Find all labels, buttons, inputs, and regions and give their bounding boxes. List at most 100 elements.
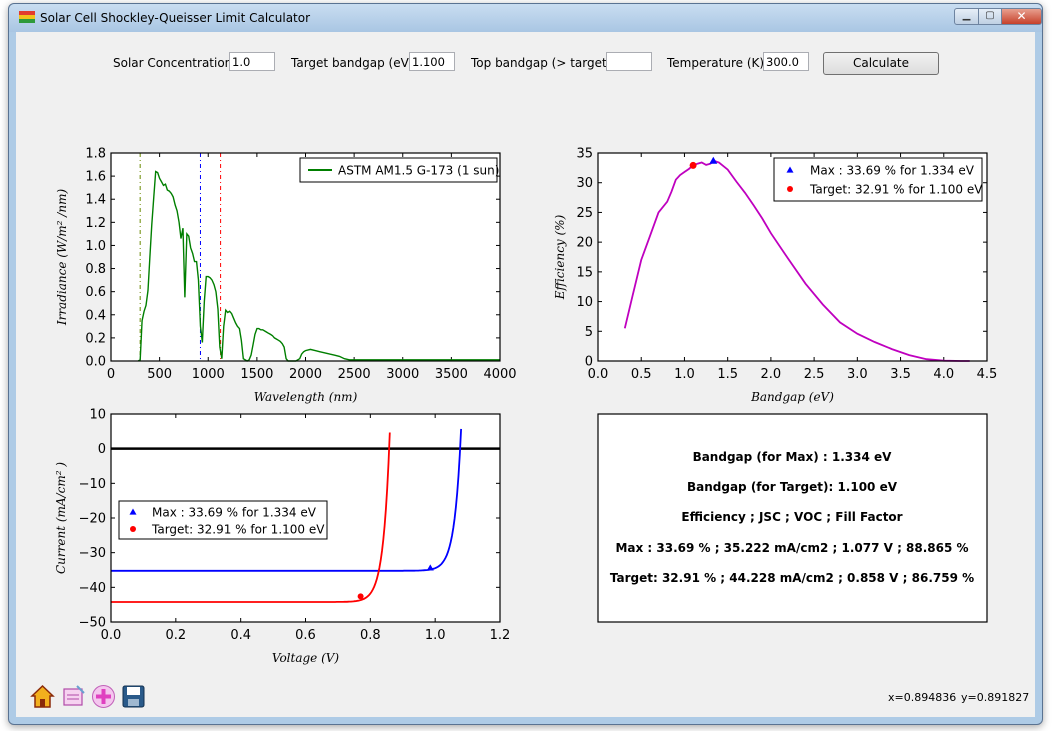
iv-plot: 0.0 0.2 0.4 0.6 0.8 1.0 1.2 10 0 −10 −20 −30 −40 −50 V… <box>54 408 510 666</box>
y-axis-label: Irradiance (W/m² /nm) <box>55 189 69 327</box>
x-tick-label: 2.0 <box>761 367 782 382</box>
target-bandgap-input[interactable] <box>409 52 455 71</box>
x-tick-label: 0.5 <box>631 367 652 382</box>
x-tick-label: 1.0 <box>674 367 695 382</box>
legend-max-marker <box>129 508 137 515</box>
max-power-marker <box>426 564 434 571</box>
title-bar[interactable]: Solar Cell Shockley-Queisser Limit Calcu… <box>9 4 1042 32</box>
x-tick-label: 3.5 <box>890 367 911 382</box>
legend-max-label: Max : 33.69 % for 1.334 eV <box>152 506 317 520</box>
y-tick-label: 0.0 <box>85 355 106 370</box>
efficiency-line <box>623 159 970 362</box>
info-line-target: Target: 32.91 % ; 44.228 mA/cm2 ; 0.858 … <box>610 571 974 585</box>
plot-frame <box>597 152 988 362</box>
info-frame <box>597 413 988 623</box>
save-icon[interactable] <box>120 683 147 710</box>
x-tick-label: 2500 <box>338 367 371 382</box>
y-tick-label: −20 <box>79 512 106 527</box>
target-bandgap-label: Target bandgap (eV): <box>291 56 418 70</box>
x-tick-label: 0.8 <box>360 628 381 643</box>
cursor-x-readout: x=0.894836 <box>888 691 957 704</box>
y-tick-label: 5 <box>585 325 593 340</box>
y-tick-label: 10 <box>89 408 106 423</box>
spectrum-line <box>137 170 500 362</box>
y-tick-label: 0 <box>585 355 593 370</box>
info-line-header: Efficiency ; JSC ; VOC ; Fill Factor <box>681 510 902 524</box>
legend-box <box>299 157 498 183</box>
concentration-input[interactable] <box>229 52 275 71</box>
info-line-bandgap-max: Bandgap (for Max) : 1.334 eV <box>693 450 893 464</box>
legend-target-label: Target: 32.91 % for 1.100 eV <box>151 523 325 537</box>
y-tick-label: 0.8 <box>85 262 106 277</box>
x-axis-label: Wavelength (nm) <box>254 390 358 404</box>
configure-subplots-icon[interactable] <box>60 683 87 710</box>
legend-target-marker <box>130 526 136 532</box>
x-tick-label: 1000 <box>192 367 225 382</box>
legend-max-label: Max : 33.69 % for 1.334 eV <box>810 164 975 178</box>
legend-label: ASTM AM1.5 G-173 (1 sun) <box>338 164 499 178</box>
legend-max-marker <box>786 166 794 173</box>
x-tick-label: 4.5 <box>977 367 998 382</box>
y-tick-label: 1.0 <box>85 239 106 254</box>
x-tick-label: 0.4 <box>230 628 251 643</box>
efficiency-plot: 0.0 0.5 1.0 1.5 2.0 2.5 3.0 3.5 4.0 4.5 0 5 10 15 20 25… <box>553 147 997 405</box>
y-tick-label: 25 <box>576 206 593 221</box>
x-tick-label: 500 <box>147 367 172 382</box>
target-point-marker <box>689 161 697 169</box>
max-iv-curve <box>111 428 462 572</box>
target-power-marker <box>357 593 364 600</box>
y-tick-label: 1.8 <box>85 147 106 162</box>
info-line-max: Max : 33.69 % ; 35.222 mA/cm2 ; 1.077 V … <box>615 541 968 555</box>
legend-box <box>118 500 328 540</box>
concentration-label: Solar Concentration: <box>113 56 237 70</box>
app-icon <box>19 11 35 23</box>
x-tick-label: 1.5 <box>717 367 738 382</box>
spectrum-plot: 0 500 1000 1500 2000 2500 3000 3500 4000 0.0 0.2 0.… <box>55 147 517 405</box>
x-tick-label: 2.5 <box>804 367 825 382</box>
x-tick-label: 4000 <box>483 367 516 382</box>
plot-area <box>111 153 500 361</box>
y-tick-label: 0.6 <box>85 285 106 300</box>
x-tick-label: 0 <box>107 367 115 382</box>
y-tick-label: 0 <box>98 442 106 457</box>
close-button[interactable]: ✕ <box>1001 8 1042 25</box>
y-tick-label: −10 <box>79 477 106 492</box>
x-tick-label: 1.2 <box>490 628 511 643</box>
legend-target-marker <box>787 186 793 192</box>
home-icon[interactable] <box>29 683 56 710</box>
plot-frame <box>110 152 501 362</box>
y-tick-label: 30 <box>576 176 593 191</box>
target-iv-curve <box>111 432 391 603</box>
y-tick-label: −50 <box>79 616 106 631</box>
x-tick-label: 3.0 <box>847 367 868 382</box>
figure-canvas[interactable]: 0 500 1000 1500 2000 2500 30 0 0 3500 4000 0.0 0.2 0.… <box>16 92 1035 707</box>
x-tick-label: 3500 <box>435 367 468 382</box>
legend-box <box>773 157 983 202</box>
cursor-y-readout: y=0.891827 <box>961 691 1030 704</box>
x-tick-label: 4.0 <box>933 367 954 382</box>
x-tick-label: 0.0 <box>588 367 609 382</box>
y-tick-label: 15 <box>576 265 593 280</box>
plot-frame <box>110 413 501 623</box>
window-title: Solar Cell Shockley-Queisser Limit Calcu… <box>40 11 311 25</box>
maximize-button[interactable]: ▢ <box>978 8 1002 25</box>
temperature-label: Temperature (K): <box>667 56 769 70</box>
y-tick-label: 0.4 <box>85 308 106 323</box>
y-tick-label: 1.4 <box>85 193 106 208</box>
max-point-marker <box>709 156 718 164</box>
top-bandgap-input[interactable] <box>606 52 652 71</box>
pan-icon[interactable] <box>90 683 117 710</box>
minimize-button[interactable]: ▁ <box>954 8 979 25</box>
app-window: Solar Cell Shockley-Queisser Limit Calcu… <box>8 3 1043 725</box>
y-axis-label: Current (mA/cm² ) <box>54 462 68 574</box>
x-tick-label: 0.2 <box>165 628 186 643</box>
legend-target-label: Target: 32.91 % for 1.100 eV <box>809 183 983 197</box>
y-tick-label: 1.6 <box>85 170 106 185</box>
x-tick-label: 1500 <box>240 367 273 382</box>
x-tick-label: 0.6 <box>295 628 316 643</box>
y-tick-label: 20 <box>576 236 593 251</box>
temperature-input[interactable] <box>763 52 809 71</box>
x-tick-label: 1.0 <box>425 628 446 643</box>
calculate-button[interactable]: Calculate <box>823 52 939 75</box>
x-tick-label: 2000 <box>289 367 322 382</box>
